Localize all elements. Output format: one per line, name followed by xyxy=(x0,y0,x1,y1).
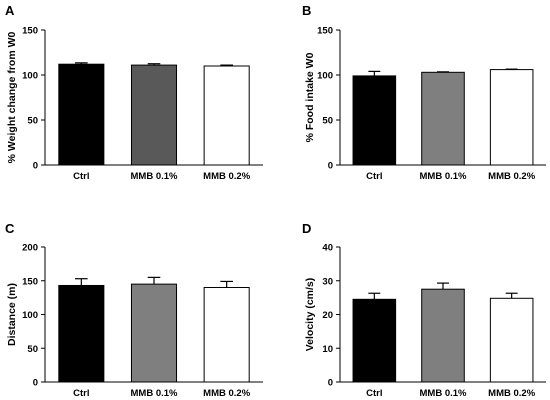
y-tick-label: 0 xyxy=(328,161,333,172)
y-tick-label: 40 xyxy=(322,243,333,254)
bar-ctrl xyxy=(58,63,105,166)
bar-mmb-0-2 xyxy=(489,297,534,383)
bar-ctrl xyxy=(352,75,397,166)
chart-panel-a: A % Weight change from W0 0 50 100 150 Ctrl MMB… xyxy=(5,3,263,182)
y-tick-label: 10 xyxy=(322,344,333,355)
bar-ctrl xyxy=(58,284,105,383)
y-tick-label: 0 xyxy=(33,378,38,389)
x-category-label: Ctrl xyxy=(73,388,89,399)
x-category-label: MMB 0.2% xyxy=(488,388,536,399)
panel-letter: B xyxy=(302,3,311,18)
y-tick-label: 150 xyxy=(317,26,333,37)
y-tick-label: 150 xyxy=(22,276,38,287)
chart-panel-b: B % Food intake W0 0 50 100 150 Ctrl MMB 0.1% MM… xyxy=(302,3,546,182)
bar-mmb-0-1 xyxy=(130,64,178,166)
bar-mmb-0-1 xyxy=(130,283,178,383)
x-category-label: Ctrl xyxy=(366,171,382,182)
x-category-label: MMB 0.1% xyxy=(420,388,468,399)
chart-panel-d: D Velocity (cm/s) 0 10 20 30 40 Ctrl MMB 0.1% MMB… xyxy=(302,221,546,399)
x-category-label: MMB 0.1% xyxy=(131,171,179,182)
y-axis-label: % Weight change from W0 xyxy=(6,32,18,164)
chart-panel-c: C Distance (m) 0 50 100 150 200 Ctrl MMB 0.1% MMB… xyxy=(5,221,263,399)
bar-mmb-0-2 xyxy=(489,69,534,166)
y-tick-label: 0 xyxy=(33,161,38,172)
y-tick-label: 50 xyxy=(27,116,38,127)
y-axis-label: Velocity (cm/s) xyxy=(304,278,316,352)
y-tick-label: 100 xyxy=(317,71,333,82)
x-category-label: Ctrl xyxy=(73,171,89,182)
y-tick-label: 20 xyxy=(322,310,333,321)
y-tick-label: 50 xyxy=(27,344,38,355)
x-category-label: Ctrl xyxy=(366,388,382,399)
y-tick-label: 0 xyxy=(328,378,333,389)
panel-letter: C xyxy=(5,221,15,236)
x-category-label: MMB 0.2% xyxy=(488,171,536,182)
x-category-label: MMB 0.1% xyxy=(420,171,468,182)
y-axis-label: Distance (m) xyxy=(6,283,18,346)
bar-mmb-0-1 xyxy=(421,71,465,166)
y-tick-label: 100 xyxy=(22,71,38,82)
bar-mmb-0-2 xyxy=(203,287,250,383)
y-tick-label: 50 xyxy=(322,116,333,127)
x-category-label: MMB 0.2% xyxy=(203,171,251,182)
y-axis-label: % Food intake W0 xyxy=(304,52,316,142)
panel-letter: A xyxy=(5,3,15,18)
panel-letter: D xyxy=(302,221,311,236)
y-tick-label: 150 xyxy=(22,26,38,37)
bar-mmb-0-1 xyxy=(421,288,465,383)
y-tick-label: 100 xyxy=(22,310,38,321)
bar-ctrl xyxy=(352,298,397,383)
y-tick-label: 200 xyxy=(22,243,38,254)
x-category-label: MMB 0.2% xyxy=(203,388,251,399)
bar-mmb-0-2 xyxy=(203,65,250,166)
y-tick-label: 30 xyxy=(322,276,333,287)
x-category-label: MMB 0.1% xyxy=(131,388,179,399)
